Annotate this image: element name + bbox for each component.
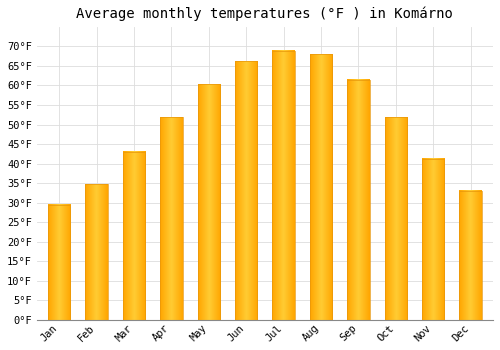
Bar — [235, 61, 258, 320]
Bar — [160, 118, 182, 320]
Bar — [310, 54, 332, 320]
Bar — [460, 190, 482, 320]
Title: Average monthly temperatures (°F ) in Komárno: Average monthly temperatures (°F ) in Ko… — [76, 7, 454, 21]
Bar — [384, 118, 407, 320]
Bar — [347, 79, 370, 320]
Bar — [86, 184, 108, 320]
Bar — [422, 159, 444, 320]
Bar — [48, 205, 70, 320]
Bar — [123, 152, 146, 320]
Bar — [198, 84, 220, 320]
Bar — [272, 51, 295, 320]
